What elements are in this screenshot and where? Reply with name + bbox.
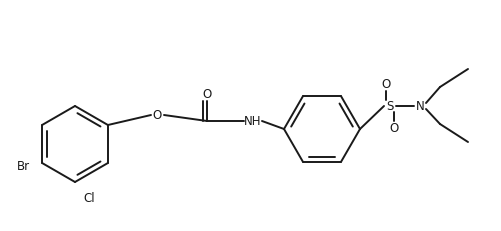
- Text: NH: NH: [244, 115, 261, 128]
- Text: Br: Br: [17, 160, 30, 173]
- Text: Cl: Cl: [83, 191, 94, 204]
- Text: N: N: [415, 100, 423, 113]
- Text: O: O: [202, 88, 211, 101]
- Text: O: O: [381, 78, 390, 91]
- Text: O: O: [389, 122, 398, 135]
- Text: O: O: [152, 109, 161, 122]
- Text: S: S: [386, 100, 393, 113]
